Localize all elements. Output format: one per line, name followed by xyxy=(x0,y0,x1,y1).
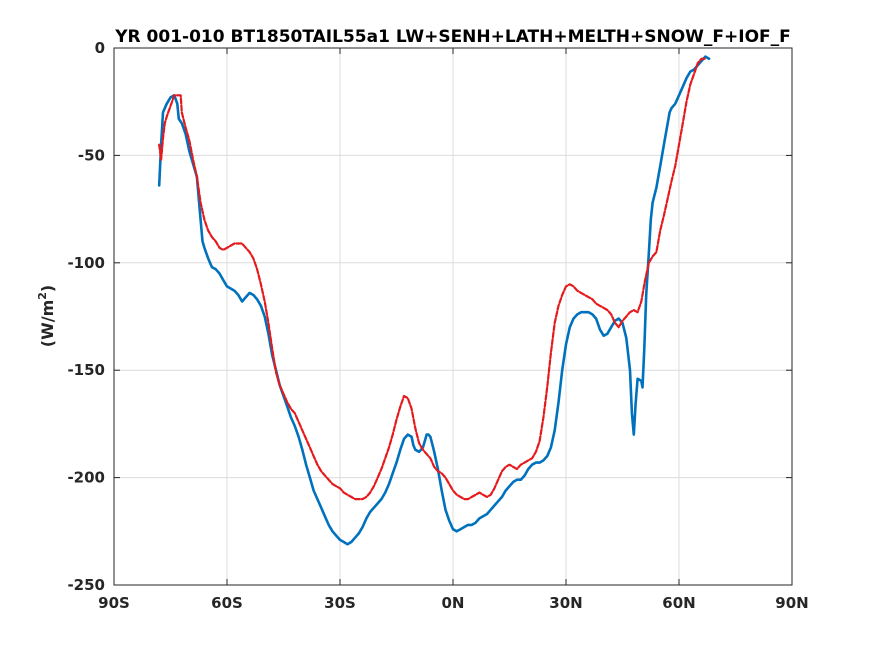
y-tick-label: 0 xyxy=(95,39,105,57)
x-tick-label: 90N xyxy=(775,594,808,612)
x-tick-label: 60N xyxy=(662,594,695,612)
x-tick-label: 30N xyxy=(549,594,582,612)
y-axis-label-main: (W/m xyxy=(38,300,57,347)
y-tick-label: -100 xyxy=(67,254,105,272)
plot-area: 90S 60S 30S 0N 30N 60N 90N -250 -200 -150 -100 -50 0 xyxy=(67,39,808,612)
series-lines xyxy=(157,55,711,546)
y-tick-label: -250 xyxy=(67,576,105,594)
series-line-blue-solid xyxy=(157,55,711,546)
y-tick-label: -50 xyxy=(78,146,105,164)
series-line-red-dashed xyxy=(158,57,707,501)
grid-lines xyxy=(114,48,792,585)
y-tick-label: -150 xyxy=(67,361,105,379)
axis-ticks: 90S 60S 30S 0N 30N 60N 90N -250 -200 -150 -100 -50 0 xyxy=(67,39,808,612)
chart-title: YR 001-010 BT1850TAIL55a1 LW+SENH+LATH+M… xyxy=(114,27,791,47)
y-axis-label: (W/m2) xyxy=(36,285,57,347)
y-axis-label-suffix: ) xyxy=(38,285,57,292)
x-tick-label: 0N xyxy=(442,594,465,612)
y-axis-label-superscript: 2 xyxy=(36,292,49,300)
x-tick-label: 60S xyxy=(211,594,243,612)
y-tick-label: -200 xyxy=(67,469,105,487)
x-tick-label: 30S xyxy=(324,594,356,612)
x-tick-label: 90S xyxy=(98,594,130,612)
